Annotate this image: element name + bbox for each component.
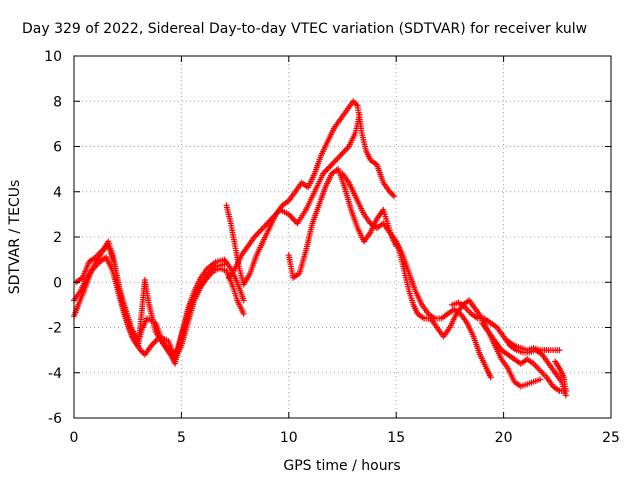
y-tick-label: 4 <box>53 185 62 201</box>
y-tick-labels: -6 -4 -2 0 2 4 6 8 10 <box>44 49 62 427</box>
series-trace-3 <box>71 254 228 358</box>
data-point <box>240 310 247 317</box>
points-layer <box>71 98 569 399</box>
data-point <box>221 261 228 268</box>
data-point <box>556 347 563 354</box>
x-tick-label: 15 <box>387 430 405 446</box>
ticks-layer <box>73 55 612 419</box>
series-trace-9 <box>449 299 569 399</box>
x-tick-label: 0 <box>70 430 79 446</box>
data-point <box>537 376 544 383</box>
data-point <box>356 111 363 118</box>
x-tick-label: 5 <box>177 430 186 446</box>
x-tick-label: 25 <box>602 430 620 446</box>
chart-title: Day 329 of 2022, Sidereal Day-to-day VTE… <box>22 21 587 37</box>
x-tick-label: 20 <box>495 430 513 446</box>
x-tick-labels: 0 5 10 15 20 25 <box>70 430 620 446</box>
y-axis-label: SDTVAR / TECUs <box>7 180 23 295</box>
series-trace-8 <box>393 238 494 381</box>
data-point <box>487 374 494 381</box>
y-tick-label: -6 <box>48 411 62 427</box>
y-tick-label: -2 <box>48 321 62 337</box>
y-tick-label: 10 <box>44 49 62 65</box>
y-tick-label: -4 <box>48 366 62 382</box>
grid-layer <box>74 56 611 418</box>
y-tick-label: 2 <box>53 230 62 246</box>
series-trace-11 <box>504 338 563 354</box>
x-axis-label: GPS time / hours <box>283 458 400 474</box>
y-tick-label: 0 <box>53 275 62 291</box>
series-trace-10 <box>479 319 569 394</box>
y-tick-label: 6 <box>53 140 62 156</box>
data-point <box>391 193 398 200</box>
series-trace-5 <box>225 111 363 281</box>
x-tick-label: 10 <box>280 430 298 446</box>
series-trace-4 <box>223 98 398 288</box>
data-point <box>240 297 247 304</box>
y-tick-label: 8 <box>53 94 62 110</box>
data-point <box>552 358 559 365</box>
